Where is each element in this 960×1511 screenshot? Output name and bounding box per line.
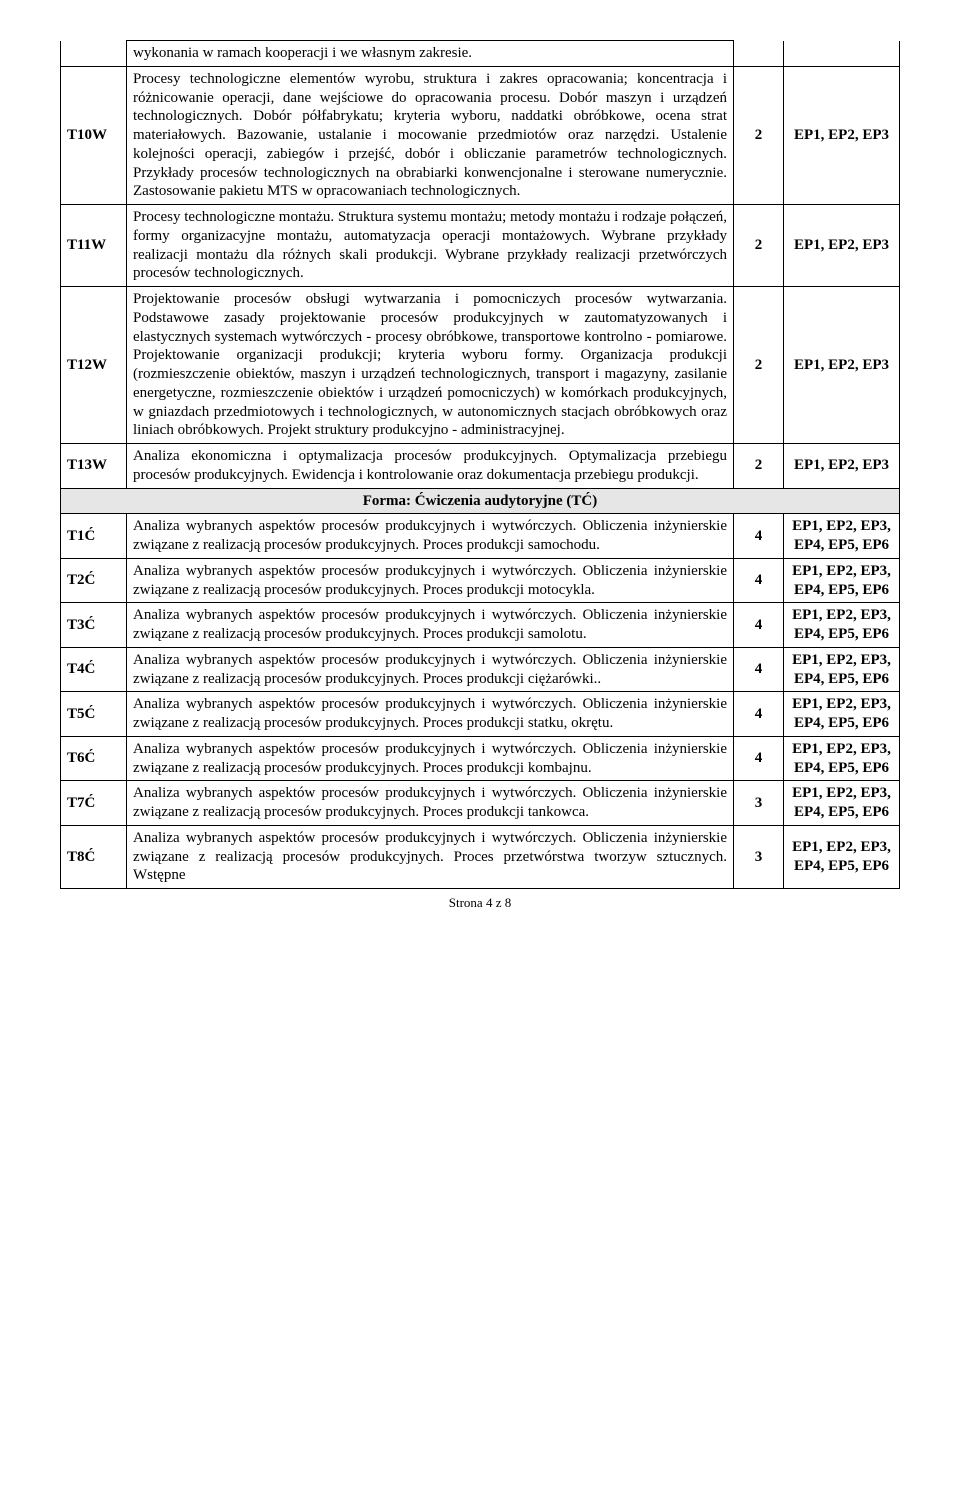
row-description: Projektowanie procesów obsługi wytwarzan…	[127, 287, 734, 444]
row-code: T5Ć	[61, 692, 127, 737]
row-code: T2Ć	[61, 558, 127, 603]
row-description: Analiza wybranych aspektów procesów prod…	[127, 692, 734, 737]
row-ep: EP1, EP2, EP3, EP4, EP5, EP6	[784, 736, 900, 781]
table-row: T5ĆAnaliza wybranych aspektów procesów p…	[61, 692, 900, 737]
table-row: T2ĆAnaliza wybranych aspektów procesów p…	[61, 558, 900, 603]
row-code: T7Ć	[61, 781, 127, 826]
row-hours: 4	[734, 514, 784, 559]
syllabus-table: wykonania w ramach kooperacji i we własn…	[60, 40, 900, 889]
table-row: T13WAnaliza ekonomiczna i optymalizacja …	[61, 444, 900, 489]
row-hours: 2	[734, 444, 784, 489]
row-hours	[734, 41, 784, 67]
table-row: T10WProcesy technologiczne elementów wyr…	[61, 66, 900, 204]
table-row: T1ĆAnaliza wybranych aspektów procesów p…	[61, 514, 900, 559]
row-ep: EP1, EP2, EP3, EP4, EP5, EP6	[784, 781, 900, 826]
row-hours: 2	[734, 66, 784, 204]
row-code: T4Ć	[61, 647, 127, 692]
row-description: Analiza wybranych aspektów procesów prod…	[127, 514, 734, 559]
table-row: T7ĆAnaliza wybranych aspektów procesów p…	[61, 781, 900, 826]
row-description: Analiza ekonomiczna i optymalizacja proc…	[127, 444, 734, 489]
row-hours: 2	[734, 205, 784, 287]
page-container: wykonania w ramach kooperacji i we własn…	[0, 0, 960, 931]
row-description: Analiza wybranych aspektów procesów prod…	[127, 736, 734, 781]
table-row: T4ĆAnaliza wybranych aspektów procesów p…	[61, 647, 900, 692]
row-hours: 3	[734, 825, 784, 888]
row-ep: EP1, EP2, EP3, EP4, EP5, EP6	[784, 558, 900, 603]
section-title: Forma: Ćwiczenia audytoryjne (TĆ)	[61, 488, 900, 514]
row-description: Analiza wybranych aspektów procesów prod…	[127, 558, 734, 603]
row-hours: 4	[734, 736, 784, 781]
row-description: wykonania w ramach kooperacji i we własn…	[127, 41, 734, 67]
row-hours: 4	[734, 558, 784, 603]
row-ep: EP1, EP2, EP3, EP4, EP5, EP6	[784, 603, 900, 648]
row-code: T13W	[61, 444, 127, 489]
row-ep: EP1, EP2, EP3	[784, 287, 900, 444]
row-code: T6Ć	[61, 736, 127, 781]
row-ep	[784, 41, 900, 67]
row-code: T8Ć	[61, 825, 127, 888]
row-hours: 2	[734, 287, 784, 444]
table-row: T11WProcesy technologiczne montażu. Stru…	[61, 205, 900, 287]
row-ep: EP1, EP2, EP3	[784, 66, 900, 204]
row-code: T11W	[61, 205, 127, 287]
table-row: T3ĆAnaliza wybranych aspektów procesów p…	[61, 603, 900, 648]
row-ep: EP1, EP2, EP3, EP4, EP5, EP6	[784, 647, 900, 692]
row-code: T10W	[61, 66, 127, 204]
row-ep: EP1, EP2, EP3, EP4, EP5, EP6	[784, 514, 900, 559]
row-ep: EP1, EP2, EP3, EP4, EP5, EP6	[784, 692, 900, 737]
row-description: Procesy technologiczne montażu. Struktur…	[127, 205, 734, 287]
row-code: T1Ć	[61, 514, 127, 559]
table-row: T6ĆAnaliza wybranych aspektów procesów p…	[61, 736, 900, 781]
table-row: T8ĆAnaliza wybranych aspektów procesów p…	[61, 825, 900, 888]
row-code	[61, 41, 127, 67]
row-description: Analiza wybranych aspektów procesów prod…	[127, 781, 734, 826]
row-ep: EP1, EP2, EP3	[784, 444, 900, 489]
row-hours: 4	[734, 647, 784, 692]
row-description: Analiza wybranych aspektów procesów prod…	[127, 603, 734, 648]
row-code: T12W	[61, 287, 127, 444]
row-ep: EP1, EP2, EP3, EP4, EP5, EP6	[784, 825, 900, 888]
page-footer: Strona 4 z 8	[60, 895, 900, 911]
row-description: Analiza wybranych aspektów procesów prod…	[127, 647, 734, 692]
row-hours: 3	[734, 781, 784, 826]
row-ep: EP1, EP2, EP3	[784, 205, 900, 287]
table-row: T12WProjektowanie procesów obsługi wytwa…	[61, 287, 900, 444]
section-header-row: Forma: Ćwiczenia audytoryjne (TĆ)	[61, 488, 900, 514]
table-row: wykonania w ramach kooperacji i we własn…	[61, 41, 900, 67]
row-code: T3Ć	[61, 603, 127, 648]
row-hours: 4	[734, 603, 784, 648]
row-description: Analiza wybranych aspektów procesów prod…	[127, 825, 734, 888]
row-description: Procesy technologiczne elementów wyrobu,…	[127, 66, 734, 204]
row-hours: 4	[734, 692, 784, 737]
